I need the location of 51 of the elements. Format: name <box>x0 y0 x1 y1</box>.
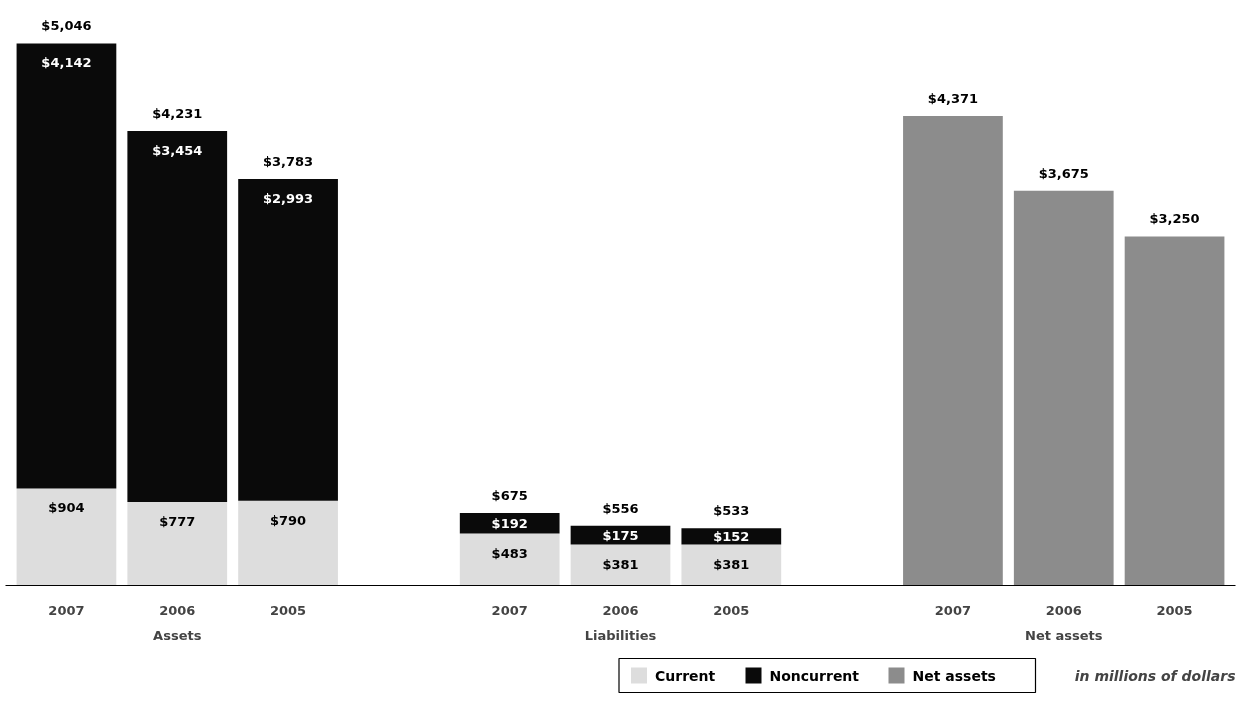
data-label: $3,675 <box>1038 165 1089 181</box>
bar <box>570 544 671 586</box>
data-label: $381 <box>713 556 750 572</box>
data-label: $152 <box>713 528 750 544</box>
bar <box>238 179 338 501</box>
text: Liabilities <box>584 627 657 643</box>
data-label: $3,454 <box>152 142 203 158</box>
x-tick-label: 2005 <box>269 602 307 618</box>
bar <box>459 533 560 586</box>
bar <box>459 512 560 534</box>
bar <box>1124 236 1225 586</box>
data-label: $3,250 <box>1149 211 1200 227</box>
total-label: $4,231 <box>152 105 203 121</box>
bar <box>238 500 338 586</box>
x-tick-label: 2005 <box>713 602 750 618</box>
total-label: $556 <box>602 500 639 516</box>
total-label: $3,783 <box>262 154 314 170</box>
x-tick-label: 2005 <box>1156 602 1193 618</box>
data-label: $381 <box>602 556 639 572</box>
x-tick-label: 2006 <box>602 602 639 618</box>
data-label: $483 <box>491 545 528 561</box>
data-label: $4,142 <box>41 55 92 71</box>
total-label: $675 <box>491 487 528 503</box>
x-tick-label: 2007 <box>934 602 972 618</box>
bar <box>681 528 782 545</box>
total-label: $5,046 <box>41 18 92 34</box>
data-label: $175 <box>602 527 639 543</box>
bar <box>127 502 228 586</box>
bar <box>127 130 228 503</box>
x-tick-label: 2007 <box>491 602 528 618</box>
legend-label: Net assets <box>912 667 996 684</box>
text: Net assets <box>1025 627 1103 643</box>
legend-label: Noncurrent <box>769 667 860 684</box>
x-tick-label: 2007 <box>48 602 85 618</box>
data-label: $2,993 <box>262 191 314 207</box>
data-label: $777 <box>159 514 196 530</box>
data-label: $192 <box>491 515 528 531</box>
bar <box>903 115 1003 586</box>
text: in millions of dollars <box>1074 667 1236 684</box>
data-label: $790 <box>269 512 307 528</box>
x-tick-label: 2006 <box>1045 602 1082 618</box>
bar <box>1013 190 1114 586</box>
bar <box>16 43 117 489</box>
text: Assets <box>153 627 202 643</box>
data-label: $4,371 <box>927 90 979 106</box>
data-label: $904 <box>48 500 85 516</box>
bar <box>681 544 782 586</box>
x-tick-label: 2006 <box>159 602 196 618</box>
legend-label: Current <box>655 667 716 684</box>
total-label: $533 <box>713 503 750 519</box>
bar <box>16 488 117 586</box>
